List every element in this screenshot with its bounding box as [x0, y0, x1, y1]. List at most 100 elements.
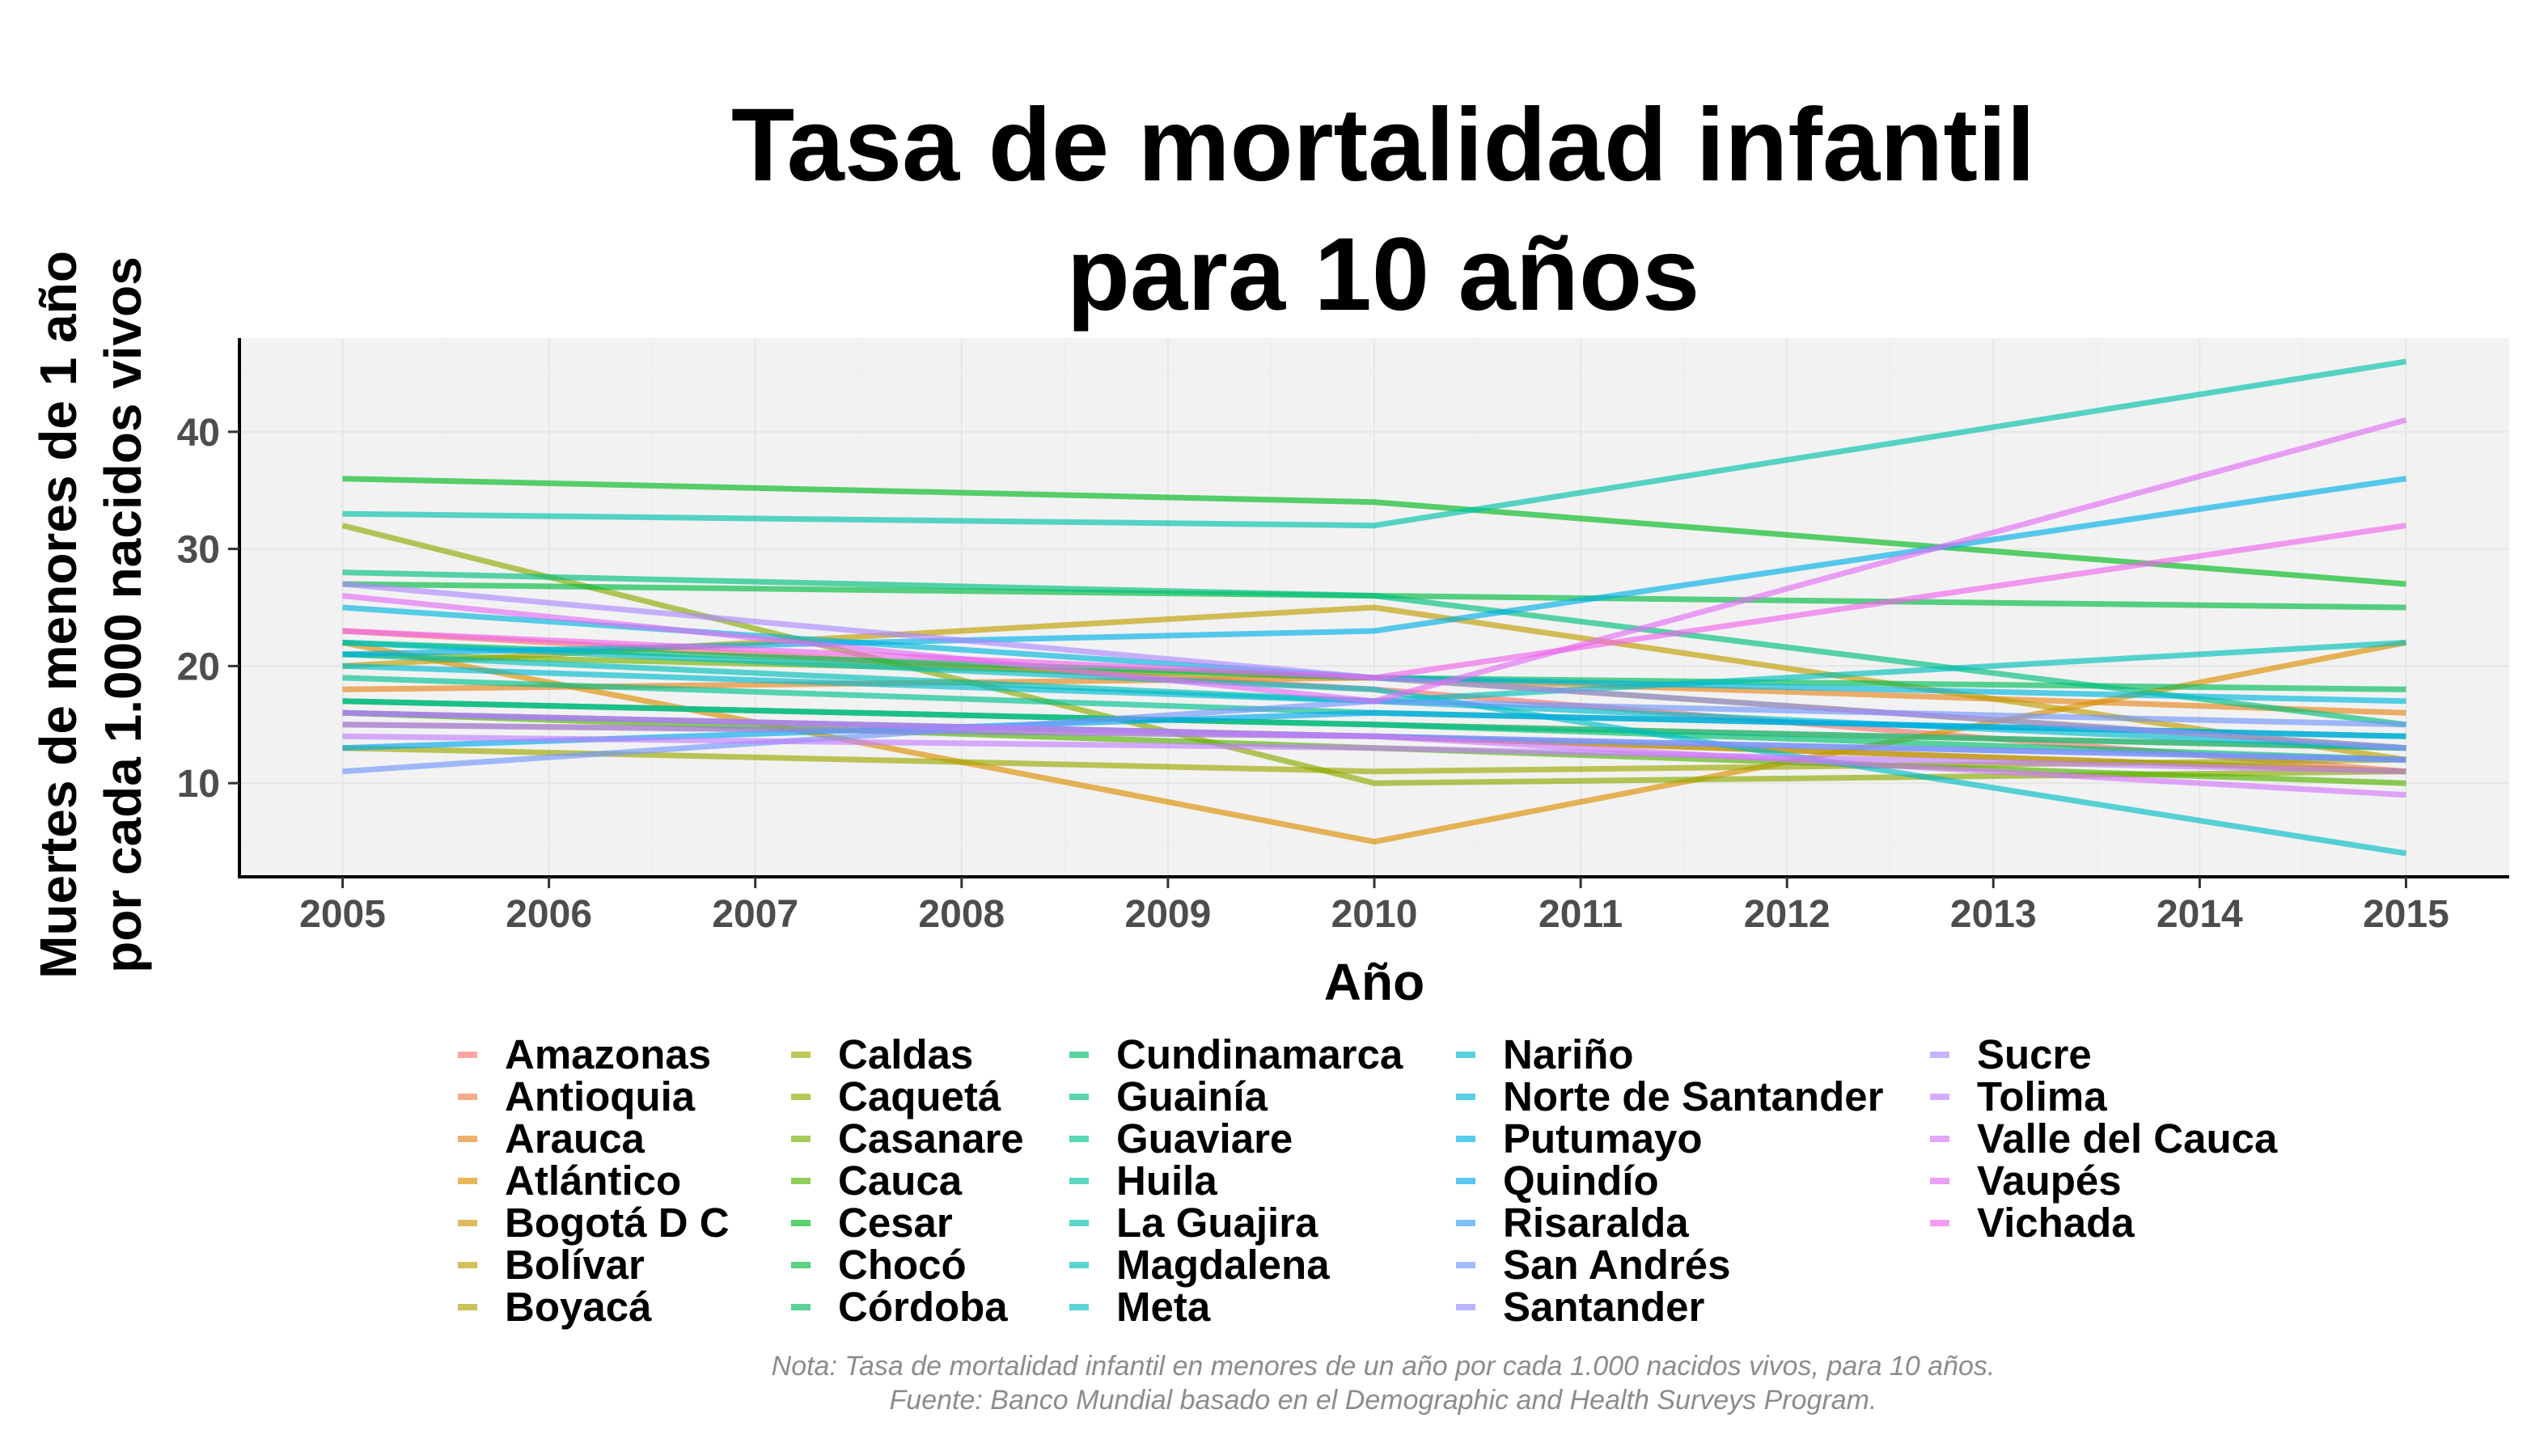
series-line	[342, 733, 2406, 775]
legend-swatch	[1456, 1178, 1475, 1184]
caption: Nota: Tasa de mortalidad infantil en men…	[235, 1349, 2532, 1417]
legend-swatch	[458, 1262, 477, 1268]
chart-title: Tasa de mortalidad infantil para 10 años	[235, 81, 2532, 340]
y-tick-label: 20	[177, 645, 220, 688]
legend-swatch	[791, 1220, 811, 1226]
legend-swatch	[791, 1304, 811, 1310]
legend-swatch	[1456, 1304, 1475, 1310]
x-tick-label: 2014	[2156, 893, 2243, 936]
legend-swatch	[1069, 1262, 1089, 1268]
series-line	[342, 523, 2407, 681]
legend-swatch	[791, 1262, 811, 1268]
legend-label: Cundinamarca	[1116, 1031, 1403, 1077]
legend-label: Caldas	[838, 1031, 974, 1077]
x-tick-label: 2011	[1539, 893, 1623, 936]
legend-label: La Guajira	[1116, 1200, 1318, 1246]
legend-label: Antioquia	[505, 1073, 696, 1120]
legend-label: Huila	[1116, 1158, 1217, 1204]
legend-label: Tolima	[1977, 1073, 2107, 1120]
legend-label: Norte de Santander	[1503, 1073, 1884, 1120]
legend-label: Risaralda	[1503, 1200, 1689, 1246]
x-tick-label: 2008	[918, 893, 1005, 936]
x-tick-label: 2007	[712, 893, 798, 936]
y-tick-label: 10	[177, 763, 220, 806]
legend-label: Atlántico	[505, 1158, 682, 1204]
legend-label: Boyacá	[505, 1284, 652, 1330]
legend-label: Guaviare	[1116, 1115, 1293, 1162]
y-axis-label-line-1: Muertes de menores de 1 año	[29, 251, 87, 979]
legend-swatch	[458, 1220, 477, 1226]
legend-swatch	[1069, 1136, 1089, 1142]
legend-swatch	[1069, 1052, 1089, 1058]
legend-label: Amazonas	[505, 1031, 712, 1077]
legend-label: Magdalena	[1116, 1242, 1330, 1288]
legend-swatch	[458, 1178, 477, 1184]
legend-label: Guainía	[1116, 1073, 1268, 1120]
x-tick-label: 2013	[1950, 893, 2037, 936]
legend-swatch	[1456, 1220, 1475, 1226]
legend-swatch	[458, 1136, 477, 1142]
legend-swatch	[1456, 1136, 1475, 1142]
legend-label: Valle del Cauca	[1977, 1115, 2278, 1162]
legend-swatch	[1069, 1304, 1089, 1310]
legend-label: Arauca	[505, 1115, 645, 1162]
legend: Amazonas Antioquia Arauca Atlántico Bogotá D…	[0, 1034, 2548, 1357]
legend-swatch	[1930, 1094, 1949, 1100]
legend-label: Cesar	[838, 1200, 953, 1246]
series-line	[342, 639, 2407, 857]
tick-labels: 2005 2006 2007 2008 2009 2010 2011 2012 2013 2014…	[177, 412, 2449, 936]
legend-label: Bogotá D C	[505, 1200, 730, 1246]
series-line	[342, 358, 2407, 529]
legend-swatch	[1930, 1220, 1949, 1226]
legend-swatch	[1930, 1178, 1949, 1184]
y-tick-label: 40	[177, 412, 220, 455]
legend-swatch	[1456, 1094, 1475, 1100]
series-line	[342, 569, 2406, 728]
legend-label: Putumayo	[1503, 1115, 1703, 1162]
legend-swatch	[1456, 1052, 1475, 1058]
caption-note: Nota: Tasa de mortalidad infantil en men…	[771, 1351, 1996, 1382]
x-axis-label: Año	[1324, 953, 1424, 1011]
x-tick-label: 2005	[299, 893, 386, 936]
legend-label: Caquetá	[838, 1073, 1001, 1120]
legend-label: Quindío	[1503, 1158, 1659, 1204]
legend-swatch	[458, 1304, 477, 1310]
legend-label: Sucre	[1977, 1031, 2092, 1077]
chart-title-line-1: Tasa de mortalidad infantil	[730, 87, 2036, 203]
legend-swatch	[791, 1136, 811, 1142]
series-line	[342, 476, 2406, 587]
legend-swatch	[791, 1052, 811, 1058]
legend-label: Vichada	[1977, 1200, 2135, 1246]
caption-source: Fuente: Banco Mundial basado en el Demog…	[889, 1385, 1877, 1416]
series-line	[342, 709, 2406, 751]
x-tick-label: 2009	[1125, 893, 1212, 936]
legend-label: San Andrés	[1503, 1242, 1731, 1288]
series-lines	[341, 358, 2407, 857]
legend-swatch	[791, 1094, 811, 1100]
series-line	[342, 709, 2406, 798]
y-axis-label: Muertes de menores de 1 año por cada 1.0…	[29, 251, 152, 979]
legend-swatch	[791, 1178, 811, 1184]
legend-label: Santander	[1503, 1284, 1705, 1330]
legend-swatch	[1456, 1262, 1475, 1268]
chart-title-line-2: para 10 años	[1066, 217, 1700, 332]
legend-label: Córdoba	[838, 1284, 1008, 1330]
x-tick-label: 2015	[2363, 893, 2449, 936]
legend-swatch	[458, 1052, 477, 1058]
legend-swatch	[1930, 1136, 1949, 1142]
legend-label: Nariño	[1503, 1031, 1634, 1077]
legend-label: Chocó	[838, 1242, 967, 1288]
legend-label: Cauca	[838, 1158, 963, 1204]
legend-label: Meta	[1116, 1284, 1211, 1330]
legend-swatch	[458, 1094, 477, 1100]
legend-swatch	[1930, 1052, 1949, 1058]
legend-swatch	[1069, 1094, 1089, 1100]
y-tick-label: 30	[177, 529, 220, 572]
y-axis-label-line-2: por cada 1.000 nacidos vivos	[94, 256, 152, 973]
x-tick-label: 2010	[1331, 893, 1418, 936]
x-tick-label: 2006	[506, 893, 592, 936]
series-line	[342, 698, 2406, 751]
series-line	[342, 417, 2407, 705]
legend-label: Bolívar	[505, 1242, 645, 1288]
